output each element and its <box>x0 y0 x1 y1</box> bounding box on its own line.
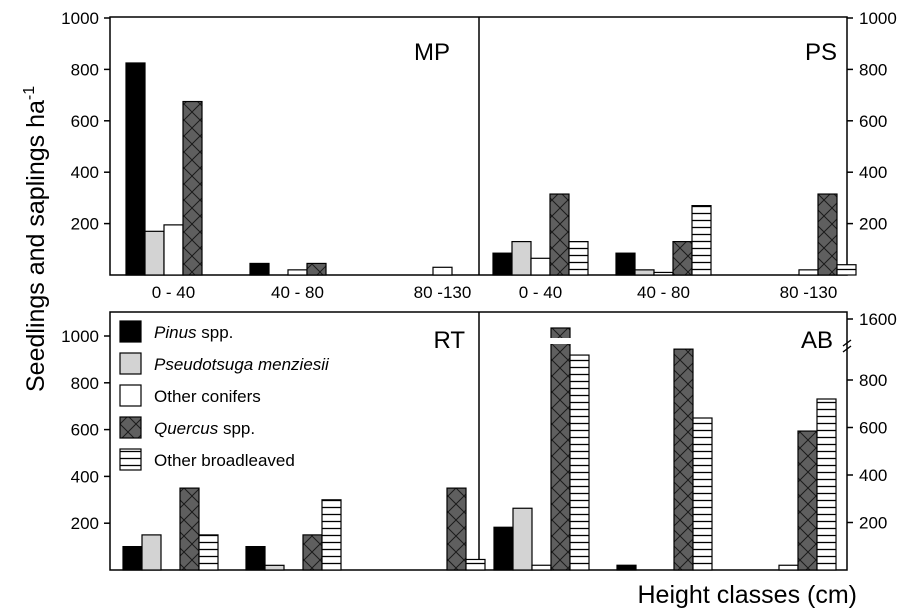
legend-swatch <box>119 416 142 439</box>
legend-label-name: Other conifers <box>154 387 261 406</box>
x-tick-label-mp: 40 - 80 <box>271 283 324 302</box>
bar-ab <box>692 417 713 571</box>
bar-rt <box>465 558 486 571</box>
bar-rt <box>179 487 200 571</box>
x-axis-title: Height classes (cm) <box>638 581 858 609</box>
legend-label: Other broadleaved <box>154 451 295 470</box>
y-tick-label-ps: 800 <box>859 60 887 79</box>
legend-label-name: Other broadleaved <box>154 451 295 470</box>
legend-label: Pinus spp. <box>154 323 233 342</box>
bar-mp <box>287 269 308 276</box>
legend-swatch <box>119 384 142 407</box>
bar-ps <box>691 205 712 276</box>
bar-ab <box>797 430 818 571</box>
bar-mp <box>125 62 146 276</box>
legend-swatch <box>119 448 142 471</box>
bar-ps <box>492 252 513 276</box>
x-tick-label-ps: 0 - 40 <box>519 283 562 302</box>
x-tick-label-ps: 40 - 80 <box>637 283 690 302</box>
panel-title-ps: PS <box>805 39 837 66</box>
bar-mp <box>306 262 327 276</box>
bar-ps <box>634 269 655 276</box>
y-tick-label-ab: 600 <box>859 419 887 438</box>
legend-label-suffix: spp. <box>197 323 234 342</box>
bar-rt <box>302 534 323 571</box>
y-tick-label-ab: 1600 <box>859 310 897 329</box>
bar-ab <box>493 526 514 571</box>
bar-mp <box>144 230 165 276</box>
legend-label-name: Pinus <box>154 323 197 342</box>
legend-label-suffix: spp. <box>218 419 255 438</box>
bar-ps <box>511 240 532 276</box>
bar-ps <box>530 257 551 276</box>
bar-ps <box>798 269 819 276</box>
bar-ps <box>549 193 570 276</box>
legend-swatch <box>119 320 142 343</box>
legend: Pinus spp. Pseudotsuga menziesii Other con… <box>119 320 330 471</box>
y-tick-label-mp: 1000 <box>61 9 99 28</box>
bar-ab <box>816 398 837 571</box>
bar-ab <box>531 564 552 571</box>
legend-label-name: Quercus <box>154 419 219 438</box>
axis-break-mark <box>842 339 852 353</box>
x-tick-label-mp: 0 - 40 <box>152 283 195 302</box>
y-tick-label-rt: 200 <box>71 514 99 533</box>
y-tick-label-ps: 400 <box>859 163 887 182</box>
y-tick-label-ab: 400 <box>859 466 887 485</box>
plot-layer: 200 400 600 800 1000 0 - 40 40 - 80 80 -130 200 4… <box>61 9 897 571</box>
bar-ps <box>568 240 589 276</box>
legend-swatch <box>119 352 142 375</box>
bar-ab <box>673 348 694 571</box>
bar-rt <box>141 534 162 571</box>
y-tick-label-rt: 600 <box>71 421 99 440</box>
bar-mp <box>249 262 270 276</box>
y-tick-label-ps: 200 <box>859 215 887 234</box>
y-tick-label-rt: 1000 <box>61 327 99 346</box>
panel-title-ab: AB <box>801 327 833 354</box>
y-tick-label-mp: 800 <box>71 60 99 79</box>
bar-rt <box>122 545 143 571</box>
bar-rt <box>446 487 467 571</box>
bar-rt <box>264 564 285 571</box>
y-axis-title: Seedlings and saplings ha-1 <box>21 86 50 392</box>
bar-ab <box>512 507 533 571</box>
legend-label: Quercus spp. <box>154 419 255 438</box>
y-tick-label-ps: 600 <box>859 112 887 131</box>
y-tick-label-ps: 1000 <box>859 9 897 28</box>
bar-rt <box>198 534 219 571</box>
bar-rt <box>245 545 266 571</box>
y-tick-label-rt: 400 <box>71 467 99 486</box>
panel-title-mp: MP <box>414 39 450 66</box>
y-tick-label-ab: 800 <box>859 371 887 390</box>
bar-ps <box>672 240 693 276</box>
panel-title-rt: RT <box>433 327 465 354</box>
y-tick-label-rt: 800 <box>71 374 99 393</box>
bar-ps <box>653 271 674 276</box>
y-tick-label-mp: 200 <box>71 215 99 234</box>
legend-label-name: Pseudotsuga menziesii <box>154 355 330 374</box>
x-tick-label-ps: 80 -130 <box>780 283 838 302</box>
legend-label: Pseudotsuga menziesii <box>154 355 330 374</box>
y-tick-label-ab: 200 <box>859 514 887 533</box>
bar-mp <box>432 266 453 276</box>
x-tick-label-mp: 80 -130 <box>414 283 472 302</box>
y-tick-label-mp: 400 <box>71 163 99 182</box>
bar-rt <box>321 499 342 571</box>
bar-ab <box>616 564 637 571</box>
bar-ab <box>550 327 571 571</box>
bar-ps <box>836 264 857 276</box>
bar-ps <box>615 252 636 276</box>
bar-mp <box>182 100 203 276</box>
bar-ps <box>817 193 838 276</box>
bar-mp <box>163 224 184 276</box>
bar-break-gap <box>550 338 571 344</box>
legend-label: Other conifers <box>154 387 261 406</box>
y-tick-label-mp: 600 <box>71 112 99 131</box>
bar-ab <box>778 564 799 571</box>
bar-ab <box>569 354 590 571</box>
